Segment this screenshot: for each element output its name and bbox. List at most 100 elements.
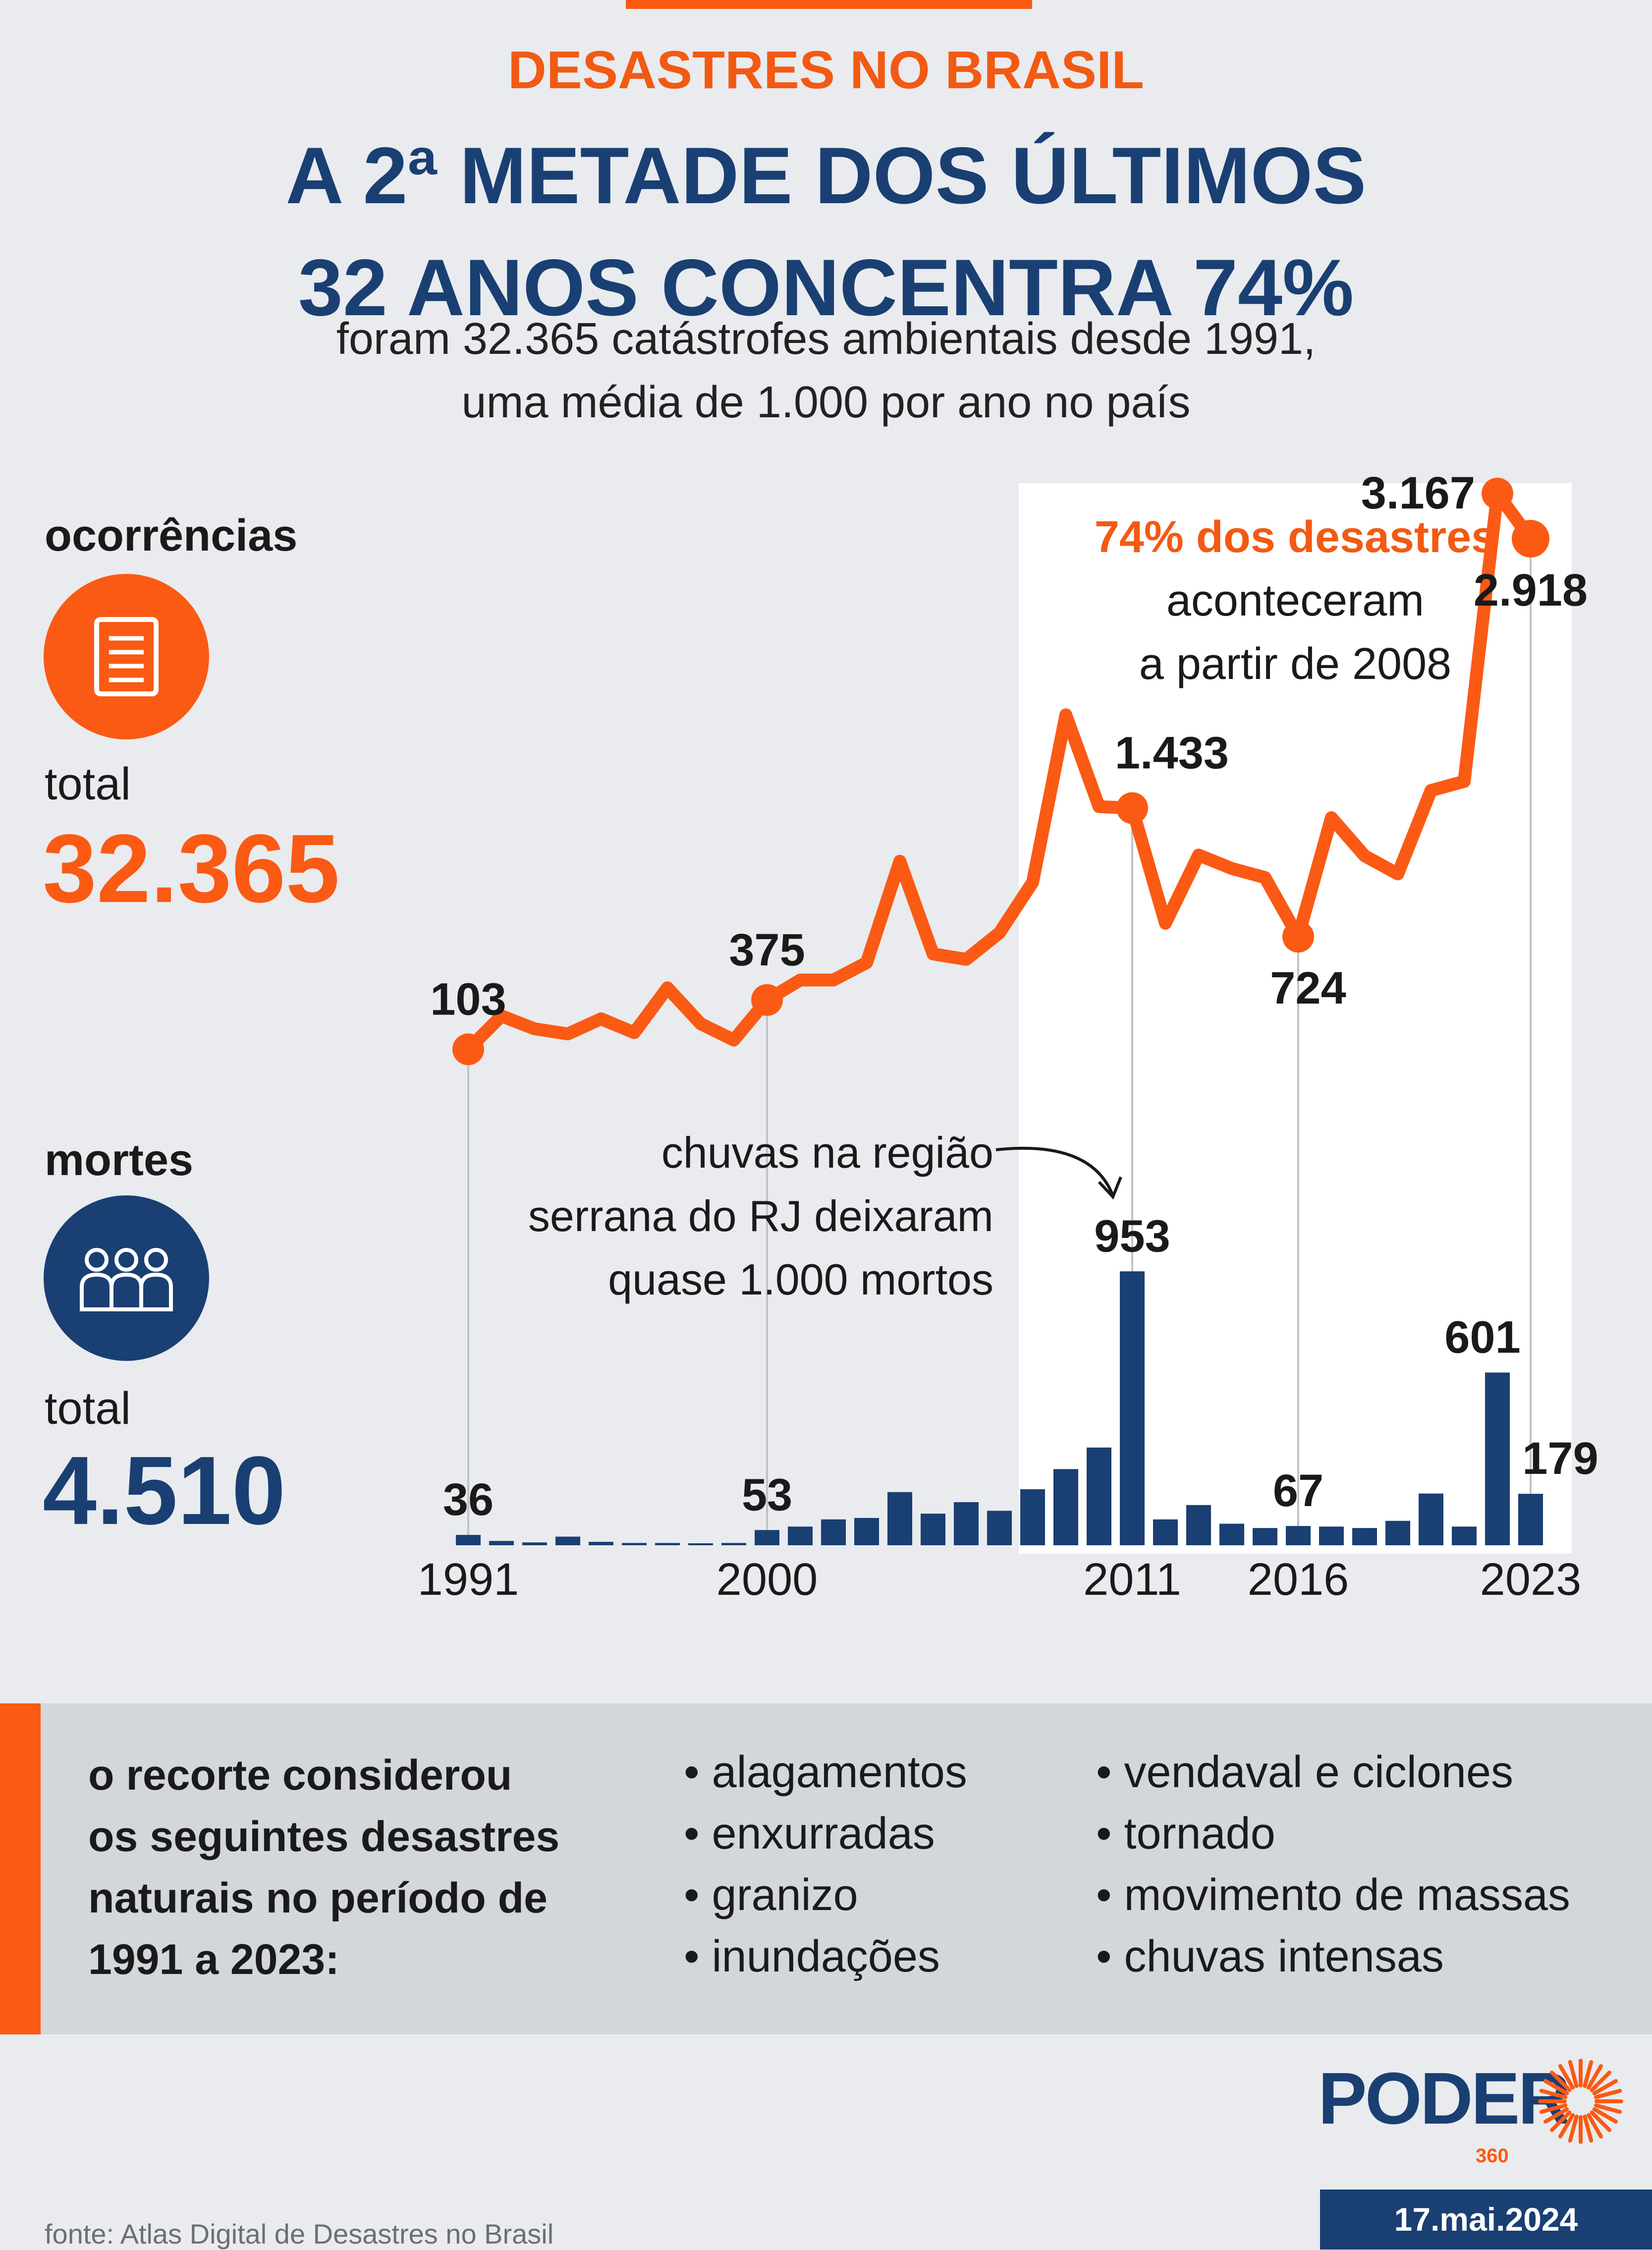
sun-ray xyxy=(1539,2103,1568,2114)
x-tick-label: 2016 xyxy=(1248,1554,1349,1605)
deaths-bar xyxy=(655,1543,680,1545)
deaths-bar xyxy=(821,1519,846,1545)
occurrences-markers xyxy=(452,477,1549,1066)
sun-ray xyxy=(1558,2113,1575,2139)
deaths-value-label: 601 xyxy=(1444,1312,1521,1362)
deaths-bar xyxy=(1186,1505,1211,1545)
sun-ray xyxy=(1550,2110,1572,2132)
sun-ray xyxy=(1583,2114,1594,2143)
deaths-bar xyxy=(1020,1489,1045,1545)
occurrences-line xyxy=(462,487,1537,1056)
deaths-bar xyxy=(522,1542,547,1545)
deaths-bar xyxy=(987,1511,1012,1545)
top-accent-bar xyxy=(626,0,1032,9)
deaths-bar xyxy=(1452,1526,1477,1545)
sun-icon xyxy=(1538,2059,1623,2144)
deaths-bar xyxy=(921,1514,945,1545)
deaths-bar xyxy=(1352,1528,1377,1545)
highlight-line-2: aconteceram xyxy=(1166,576,1425,625)
sun-ray xyxy=(1568,2114,1579,2143)
x-axis-ticks: 1991 2000 2011 2016 2023 xyxy=(418,1554,1582,1605)
deaths-value-label: 179 xyxy=(1522,1433,1598,1484)
occurrences-marker xyxy=(452,1033,484,1066)
headline-line-1: A 2ª METADE DOS ÚLTIMOS xyxy=(285,131,1367,221)
annotation-line-2: serrana do RJ deixaram xyxy=(528,1191,993,1240)
subtitle: foram 32.365 catástrofes ambientais desd… xyxy=(0,307,1652,434)
note-item: tornado xyxy=(1096,1803,1570,1864)
document-icon xyxy=(94,617,159,696)
deaths-bar xyxy=(1087,1447,1111,1545)
sun-ray xyxy=(1594,2103,1622,2114)
note-title-line-2: os seguintes desastres xyxy=(88,1813,560,1860)
sun-ray xyxy=(1592,2107,1618,2124)
deaths-bar xyxy=(1518,1494,1543,1545)
deaths-bar xyxy=(555,1536,580,1545)
note-item: movimento de massas xyxy=(1096,1864,1570,1926)
deaths-badge xyxy=(44,1195,209,1361)
gridlines xyxy=(467,539,1532,1545)
x-tick-label: 2023 xyxy=(1480,1554,1582,1605)
occurrences-badge xyxy=(44,574,209,739)
deaths-bar xyxy=(1286,1526,1311,1545)
deaths-bar xyxy=(456,1535,481,1545)
deaths-total-label: total xyxy=(45,1383,131,1434)
note-title-line-3: naturais no período de xyxy=(88,1874,548,1922)
deaths-bar xyxy=(1419,1493,1443,1545)
deaths-bar xyxy=(1219,1523,1244,1545)
subtitle-line-1: foram 32.365 catástrofes ambientais desd… xyxy=(336,314,1316,364)
kicker: DESASTRES NO BRASIL xyxy=(507,40,1145,100)
subtitle-line-2: uma média de 1.000 por ano no país xyxy=(461,378,1191,427)
deaths-total: 4.510 xyxy=(43,1436,286,1545)
sun-ray xyxy=(1590,2110,1611,2132)
highlight-text: 74% dos desastres aconteceram a partir d… xyxy=(1019,506,1572,696)
highlight-line-1: 74% dos desastres xyxy=(1094,512,1496,562)
logo-sub: 360 xyxy=(1476,2145,1509,2167)
sun-ray xyxy=(1558,2064,1575,2090)
note-accent xyxy=(0,1703,41,2034)
occurrences-value-label: 2.918 xyxy=(1474,565,1588,616)
deaths-bar xyxy=(788,1526,813,1545)
note-item: alagamentos xyxy=(684,1742,967,1803)
sun-ray xyxy=(1590,2071,1611,2092)
deaths-labels: 36 53 953 67 601 179 xyxy=(443,1211,1598,1525)
x-tick-label: 2000 xyxy=(716,1554,818,1605)
deaths-bars xyxy=(456,1271,1543,1545)
sun-ray xyxy=(1543,2107,1569,2124)
occurrences-marker xyxy=(1282,921,1314,953)
sun-ray xyxy=(1550,2071,1572,2092)
occurrences-value-label: 1.433 xyxy=(1115,728,1229,779)
occurrences-marker xyxy=(1512,520,1549,558)
occurrences-label: ocorrências xyxy=(45,511,298,561)
deaths-bar xyxy=(954,1502,979,1545)
note-item: vendaval e ciclones xyxy=(1096,1742,1570,1803)
sun-ray xyxy=(1539,2088,1568,2099)
occurrences-marker xyxy=(751,984,783,1016)
note-list-1: alagamentos enxurradas granizo inundaçõe… xyxy=(684,1742,967,1987)
source: fonte: Atlas Digital de Desastres no Bra… xyxy=(45,2218,554,2250)
deaths-bar xyxy=(721,1543,746,1545)
note-item: chuvas intensas xyxy=(1096,1926,1570,1987)
deaths-bar xyxy=(489,1541,514,1545)
occurrences-value-label: 375 xyxy=(729,925,805,975)
date-badge: 17.mai.2024 xyxy=(1320,2190,1652,2250)
deaths-bar xyxy=(854,1518,879,1545)
deaths-bar xyxy=(589,1542,613,1545)
note-list-2: vendaval e ciclones tornado movimento de… xyxy=(1096,1742,1570,1987)
logo: PODER xyxy=(1318,2058,1571,2139)
note-item: granizo xyxy=(684,1864,967,1926)
annotation-line-1: chuvas na região xyxy=(661,1128,993,1177)
deaths-bar xyxy=(622,1543,647,1545)
occurrences-marker xyxy=(1482,477,1513,509)
occurrences-value-label: 724 xyxy=(1270,963,1346,1013)
sun-ray xyxy=(1594,2088,1622,2099)
note-title: o recorte considerou os seguintes desast… xyxy=(88,1744,673,1990)
deaths-bar xyxy=(755,1530,779,1545)
deaths-value-label: 53 xyxy=(742,1469,792,1520)
headline: A 2ª METADE DOS ÚLTIMOS 32 ANOS CONCENTR… xyxy=(0,120,1652,344)
occurrences-total-label: total xyxy=(45,759,131,809)
sun-ray xyxy=(1587,2113,1603,2139)
sun-ray xyxy=(1592,2079,1618,2095)
deaths-bar xyxy=(1120,1271,1145,1545)
x-tick-label: 1991 xyxy=(418,1554,519,1605)
note-title-line-1: o recorte considerou xyxy=(88,1751,512,1799)
